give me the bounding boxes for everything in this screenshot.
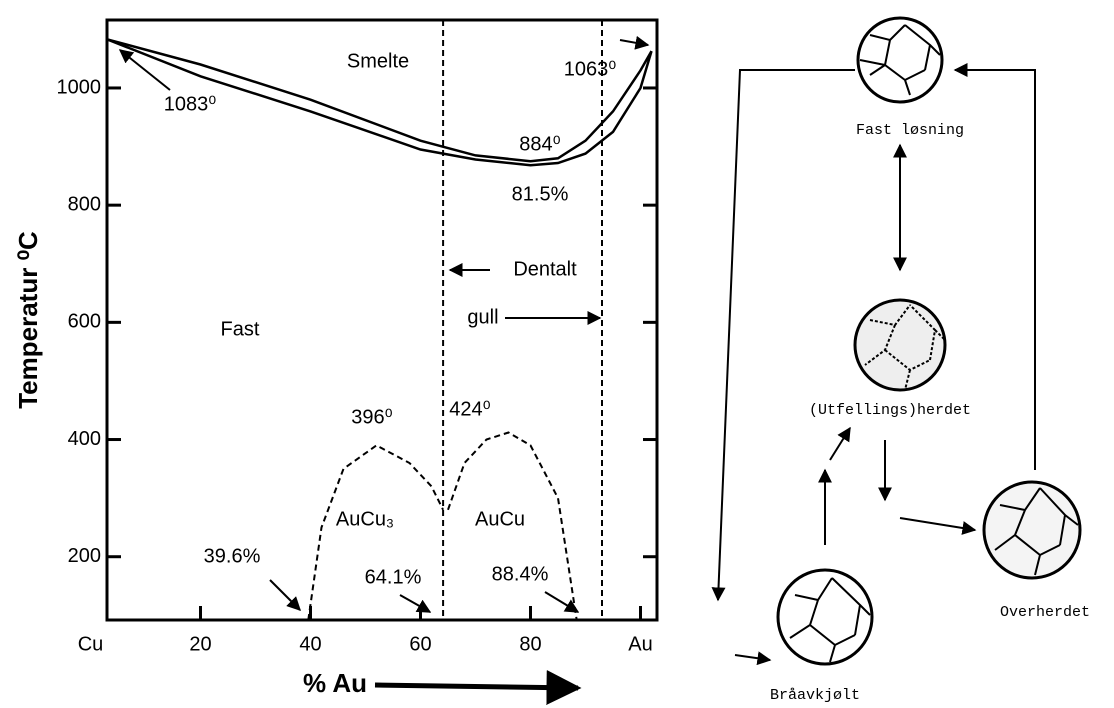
chart: Temperatur ⁰C % Au 200 400 600 800 1000 Cu 20 4… (13, 20, 657, 698)
x-tick-label: 40 (299, 633, 321, 655)
series-line (308, 445, 443, 620)
x-tick-label: Cu (78, 633, 104, 655)
grain-circle (778, 570, 872, 664)
x-tick-label: 80 (519, 633, 541, 655)
annotation: AuCu (475, 508, 525, 530)
annotation: Smelte (347, 50, 409, 72)
y-axis-label: Temperatur ⁰C (13, 231, 43, 409)
grain-circle (858, 18, 942, 102)
y-tick-label: 200 (68, 545, 101, 567)
y-tick-label: 800 (68, 193, 101, 215)
x-arrow (375, 685, 578, 688)
annotation: 81.5% (512, 183, 569, 205)
x-axis-label: % Au (303, 668, 367, 698)
annotation: 424⁰ (449, 398, 490, 420)
node-label: (Utfellings)herdet (809, 402, 971, 419)
y-tick-label: 1000 (57, 76, 102, 98)
grain-circle (855, 300, 945, 390)
annotation: Fast (221, 318, 260, 340)
annotation: Dentalt (513, 258, 577, 280)
annotation: 396⁰ (351, 406, 392, 428)
annotation: AuCu₃ (336, 508, 394, 530)
annotation: 88.4% (492, 563, 549, 585)
node-label: Fast løsning (856, 122, 964, 139)
annotation: 64.1% (365, 566, 422, 588)
node-label: Bråavkjølt (770, 687, 860, 704)
annotation: 1063⁰ (564, 58, 617, 80)
x-tick-label: 20 (189, 633, 211, 655)
grain-circle (984, 482, 1080, 578)
x-tick-label: Au (628, 633, 652, 655)
node-label: Overherdet (1000, 604, 1090, 621)
x-tick-label: 60 (409, 633, 431, 655)
annotation: 1083⁰ (164, 93, 217, 115)
annotation: 884⁰ (519, 133, 560, 155)
y-tick-label: 600 (68, 311, 101, 333)
diagram: Fast løsning (Utfellings)herdet Overherd… (718, 18, 1090, 704)
y-tick-label: 400 (68, 428, 101, 450)
figure: Temperatur ⁰C % Au 200 400 600 800 1000 Cu 20 4… (0, 0, 1114, 708)
annotation: 39.6% (204, 545, 261, 567)
annotation: gull (467, 306, 498, 328)
